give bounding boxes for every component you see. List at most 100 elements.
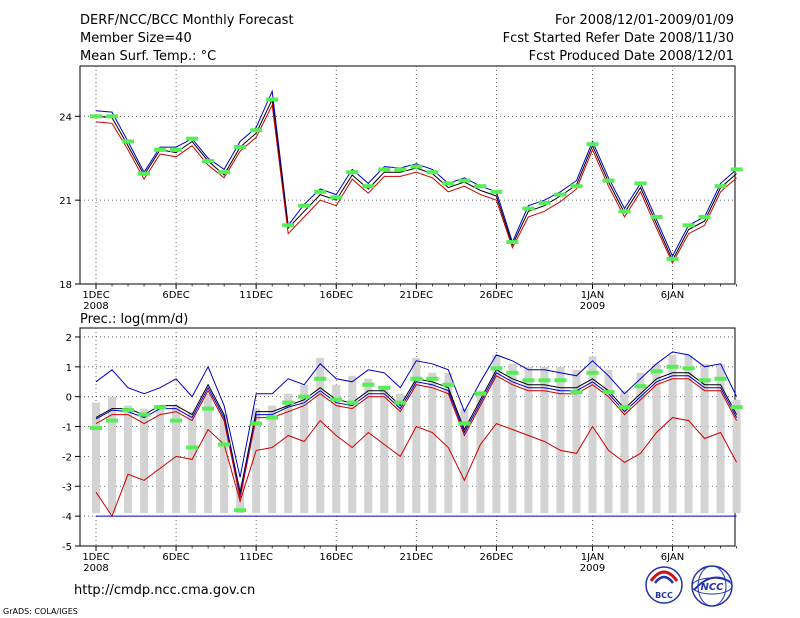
temp-forecast-marker (522, 206, 535, 211)
ncc-logo: NCC (691, 565, 733, 607)
temp-x-year-label: 2009 (580, 301, 605, 312)
precip-spread-bar (92, 402, 101, 514)
temp-forecast-marker (90, 114, 103, 119)
precip-spread-bar (300, 384, 309, 514)
precip-spread-bar (444, 372, 453, 514)
precip-spread-bar (732, 399, 741, 514)
precip-forecast-marker (506, 370, 519, 375)
temp-forecast-marker (346, 170, 359, 175)
temp-forecast-marker (202, 159, 215, 164)
temp-forecast-marker (154, 147, 167, 152)
precip-forecast-marker (634, 384, 647, 389)
precip-series-min (95, 417, 738, 518)
precip-spread-bar (172, 405, 181, 514)
precip-series-max (95, 351, 738, 478)
precip-y-tick-label: 0 (66, 393, 72, 404)
variable-label: Mean Surf. Temp.: °C (80, 49, 216, 64)
precip-y-tick-label: 1 (66, 363, 72, 374)
temp-series-mean (95, 97, 737, 262)
temp-forecast-marker (602, 178, 615, 183)
precip-spread-bar (684, 354, 693, 514)
precip-spread-bar (508, 363, 517, 514)
temp-forecast-marker (698, 214, 711, 219)
temp-forecast-marker (362, 184, 375, 189)
precip-spread-bar (124, 405, 133, 514)
precip-x-year-label: 2009 (580, 563, 605, 574)
temp-forecast-marker (330, 195, 343, 200)
precip-spread-bar (348, 375, 357, 514)
precip-spread-bar (604, 369, 613, 514)
temp-forecast-marker (458, 178, 471, 183)
precip-forecast-marker (538, 378, 551, 383)
precip-forecast-marker (378, 385, 391, 390)
precip-forecast-marker (490, 366, 503, 371)
precip-spread-bar (476, 390, 485, 514)
precip-spread-bar (188, 411, 197, 514)
precip-forecast-marker (650, 369, 663, 374)
precip-spread-bar (572, 369, 581, 514)
temp-forecast-marker (506, 240, 519, 245)
temp-forecast-marker (730, 167, 743, 172)
precip-forecast-marker (698, 378, 711, 383)
precip-forecast-marker (554, 378, 567, 383)
temp-forecast-marker (282, 223, 295, 228)
temp-x-tick-label: 26DEC (480, 290, 514, 301)
precip-forecast-marker (730, 405, 743, 410)
precip-spread-bar (380, 387, 389, 514)
precip-spread-bar (412, 357, 421, 514)
precip-forecast-marker (266, 415, 279, 420)
precip-spread-bar (636, 372, 645, 514)
temp-forecast-marker (570, 184, 583, 189)
precip-y-tick-label: -2 (62, 452, 72, 463)
precip-spread-bar (252, 408, 261, 514)
precip-panel-title: Prec.: log(mm/d) (80, 312, 188, 327)
grads-credit: GrADS: COLA/IGES (3, 607, 78, 616)
temp-forecast-marker (442, 181, 455, 186)
temp-forecast-marker (186, 136, 199, 141)
precip-forecast-marker (602, 390, 615, 395)
precip-x-tick-label: 1DEC (82, 552, 109, 563)
precip-forecast-marker (666, 364, 679, 369)
precip-x-tick-label: 11DEC (239, 552, 273, 563)
temp-forecast-marker (298, 203, 311, 208)
temp-x-tick-label: 6DEC (162, 290, 189, 301)
forecast-period: For 2008/12/01-2009/01/09 (555, 13, 734, 28)
temp-forecast-marker (378, 167, 391, 172)
precip-forecast-marker (154, 405, 167, 410)
precip-spread-bar (492, 354, 501, 514)
precip-forecast-marker (250, 421, 263, 426)
temp-forecast-marker (314, 189, 327, 194)
temp-forecast-marker (266, 97, 279, 102)
temp-forecast-marker (554, 192, 567, 197)
precip-forecast-marker (362, 382, 375, 387)
precip-forecast-marker (186, 445, 199, 450)
temp-x-tick-label: 11DEC (239, 290, 273, 301)
temp-forecast-marker (410, 164, 423, 169)
precip-x-tick-label: 21DEC (399, 552, 433, 563)
precip-forecast-marker (458, 421, 471, 426)
precip-spread-bar (668, 354, 677, 514)
precip-x-tick-label: 6JAN (661, 552, 684, 563)
temp-y-tick-label: 21 (59, 196, 72, 207)
precip-spread-bar (268, 405, 277, 514)
precip-spread-bar (396, 393, 405, 514)
precip-y-tick-label: -1 (62, 423, 72, 434)
precip-spread-bar (332, 384, 341, 514)
temp-series-max (95, 89, 737, 258)
precip-forecast-marker (90, 426, 103, 431)
temp-forecast-marker (426, 170, 439, 175)
precip-forecast-marker (330, 397, 343, 402)
precip-forecast-marker (346, 400, 359, 405)
temp-x-tick-label: 21DEC (399, 290, 433, 301)
temp-forecast-marker (170, 147, 183, 152)
temp-x-tick-label: 1JAN (581, 290, 604, 301)
precip-forecast-marker (442, 382, 455, 387)
precip-forecast-marker (138, 412, 151, 417)
temp-forecast-marker (634, 181, 647, 186)
precip-forecast-marker (618, 405, 631, 410)
ncc-logo-text: NCC (700, 582, 724, 593)
temp-forecast-marker (650, 214, 663, 219)
temp-forecast-marker (618, 209, 631, 214)
precip-x-tick-label: 16DEC (319, 552, 353, 563)
